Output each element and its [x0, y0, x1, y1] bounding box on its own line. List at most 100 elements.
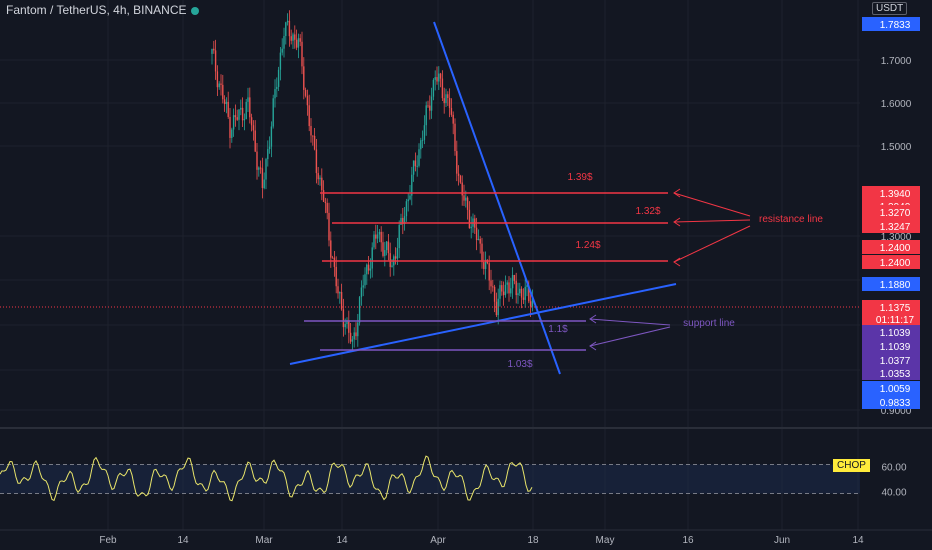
ascending-trendline — [289, 283, 677, 365]
candle-body — [229, 116, 231, 138]
candle-body — [391, 265, 393, 267]
candle-body — [277, 69, 280, 87]
candle-body — [263, 179, 265, 188]
candle-body — [225, 101, 228, 104]
candle-body — [493, 286, 496, 302]
candle-body — [344, 324, 346, 328]
candle-body — [337, 286, 339, 294]
candle-body — [331, 257, 334, 259]
price-label: 1.3247 — [862, 219, 920, 233]
candle-body — [427, 105, 429, 107]
candle-body — [396, 248, 399, 259]
price-label: 1.0377 — [862, 353, 920, 367]
candle-body — [436, 77, 438, 82]
candle-body — [402, 217, 404, 225]
chop-line — [0, 455, 533, 502]
candle-body — [340, 292, 343, 310]
candle-body — [416, 165, 418, 167]
candle-body — [234, 115, 237, 118]
arrow-head — [673, 257, 681, 267]
candle-body — [227, 101, 229, 117]
support-arrow — [589, 318, 671, 326]
price-tick-label: 0.9000 — [881, 406, 912, 417]
market-status-icon — [190, 6, 199, 15]
price-label-box — [862, 339, 920, 353]
candle-body — [528, 285, 530, 302]
candle-body — [445, 94, 447, 104]
price-label: 01:11:17 — [862, 312, 920, 326]
candle-body — [283, 35, 285, 49]
candle-body — [295, 39, 298, 48]
candle-body — [256, 151, 258, 170]
price-label-box — [862, 325, 920, 339]
arrow-head — [589, 341, 597, 351]
candle-body — [261, 168, 264, 188]
candle-body — [529, 301, 532, 307]
candle-body — [459, 175, 462, 183]
price-tick-label: 1.3000 — [881, 232, 912, 243]
descending-trendline — [433, 21, 561, 375]
candle-body — [346, 320, 348, 325]
price-label-text: 0.9833 — [880, 398, 911, 409]
candle-body — [326, 203, 328, 213]
candle-body — [421, 139, 424, 141]
candle-body — [443, 98, 445, 104]
resistance-arrow — [673, 225, 751, 263]
candle-body — [490, 280, 492, 287]
candle-body — [312, 135, 314, 137]
candle-body — [412, 160, 415, 175]
candle-body — [477, 238, 480, 241]
candles — [211, 10, 534, 351]
resistance-level-label: 1.32$ — [635, 206, 660, 217]
candle-body — [211, 48, 213, 54]
candle-body — [297, 38, 300, 48]
currency-button[interactable]: USDT — [872, 2, 908, 15]
time-tick-label: 14 — [336, 535, 348, 546]
candle-body — [357, 322, 359, 337]
candle-body — [250, 117, 253, 126]
candle-body — [245, 101, 247, 120]
candle-body — [238, 109, 240, 120]
candle-body — [319, 177, 321, 180]
candle-body — [373, 234, 375, 248]
candle-body — [252, 125, 255, 131]
resistance-arrows — [673, 188, 751, 267]
candle-body — [519, 288, 521, 294]
candle-body — [364, 274, 366, 286]
candle-body — [272, 98, 274, 127]
support-level-label: 1.03$ — [507, 359, 532, 370]
candle-body — [403, 216, 406, 225]
candle-body — [463, 195, 465, 201]
price-label-box — [862, 255, 920, 269]
candle-body — [499, 285, 501, 299]
candle-body — [216, 71, 219, 88]
candle-body — [241, 107, 244, 121]
resistance-level-label: 1.39$ — [567, 172, 592, 183]
candle-body — [286, 20, 289, 23]
candle-body — [274, 89, 276, 99]
price-label: 1.3940 — [862, 186, 920, 200]
candle-body — [394, 256, 397, 259]
price-label-text: 1.0377 — [880, 356, 911, 367]
candle-body — [407, 199, 409, 202]
candle-body — [358, 297, 361, 323]
candle-body — [510, 288, 512, 294]
time-tick-label: Jun — [774, 535, 790, 546]
candle-body — [387, 241, 390, 254]
candle-body — [220, 83, 222, 85]
candle-body — [432, 79, 435, 97]
candle-body — [308, 105, 310, 127]
candle-body — [351, 339, 354, 342]
candle-body — [457, 173, 460, 176]
candle-body — [502, 291, 505, 296]
price-label-box — [862, 17, 920, 31]
candle-body — [430, 96, 433, 111]
candle-body — [310, 126, 312, 136]
candle-body — [468, 209, 471, 229]
candle-body — [270, 126, 273, 147]
candle-body — [466, 197, 469, 210]
candle-body — [355, 332, 357, 337]
candle-body — [313, 135, 316, 150]
candle-body — [222, 84, 224, 100]
